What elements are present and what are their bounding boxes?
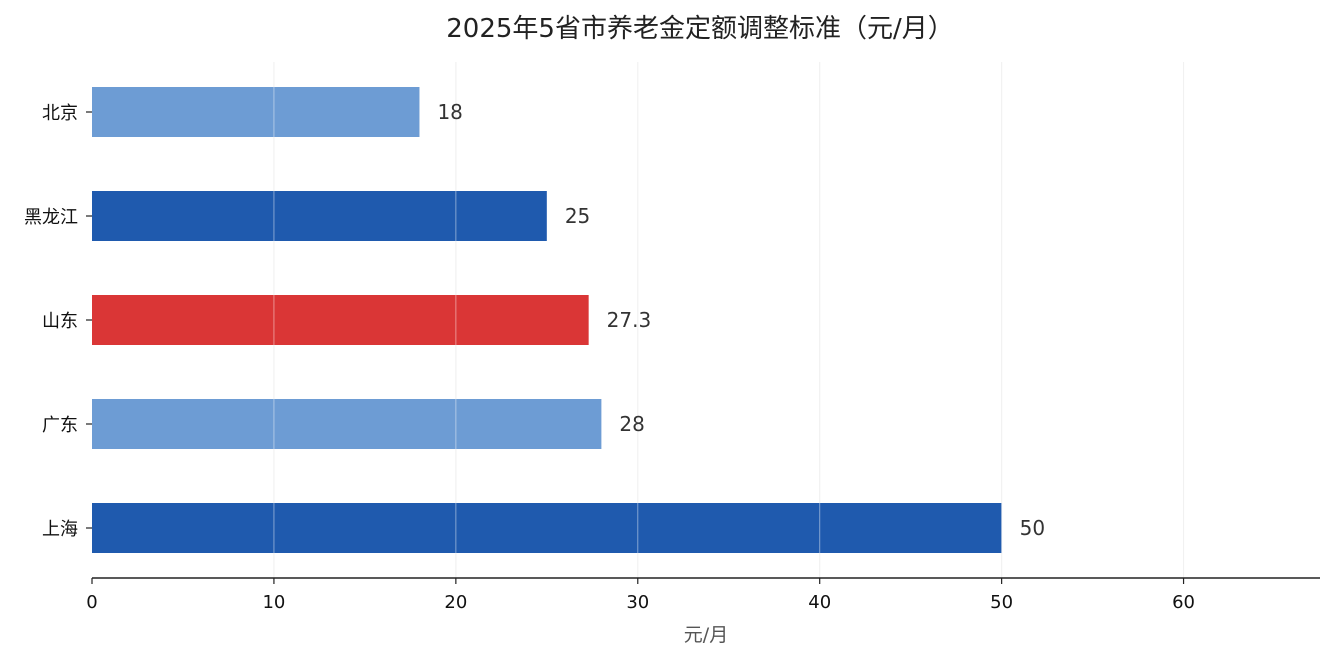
y-tick-label: 黑龙江 [24,207,78,228]
x-tick-label: 20 [444,592,467,613]
x-tick-label: 0 [86,592,97,613]
x-tick-label: 30 [626,592,649,613]
y-tick-label: 山东 [42,311,78,332]
data-label: 27.3 [607,308,652,332]
x-tick-label: 50 [990,592,1013,613]
x-tick-label: 60 [1172,592,1195,613]
y-tick-label: 北京 [42,103,78,124]
chart-title: 2025年5省市养老金定额调整标准（元/月） [446,14,954,44]
bar [92,399,602,449]
bar [92,191,547,241]
data-label: 25 [565,204,590,228]
data-label: 18 [437,100,462,124]
x-axis-label: 元/月 [684,624,728,646]
bar [92,503,1002,553]
data-label: 50 [1020,516,1045,540]
y-tick-label: 上海 [42,519,78,540]
data-label: 28 [619,412,644,436]
x-tick-label: 40 [808,592,831,613]
x-tick-label: 10 [262,592,285,613]
bar [92,295,589,345]
bar [92,87,420,137]
y-tick-label: 广东 [42,415,78,436]
